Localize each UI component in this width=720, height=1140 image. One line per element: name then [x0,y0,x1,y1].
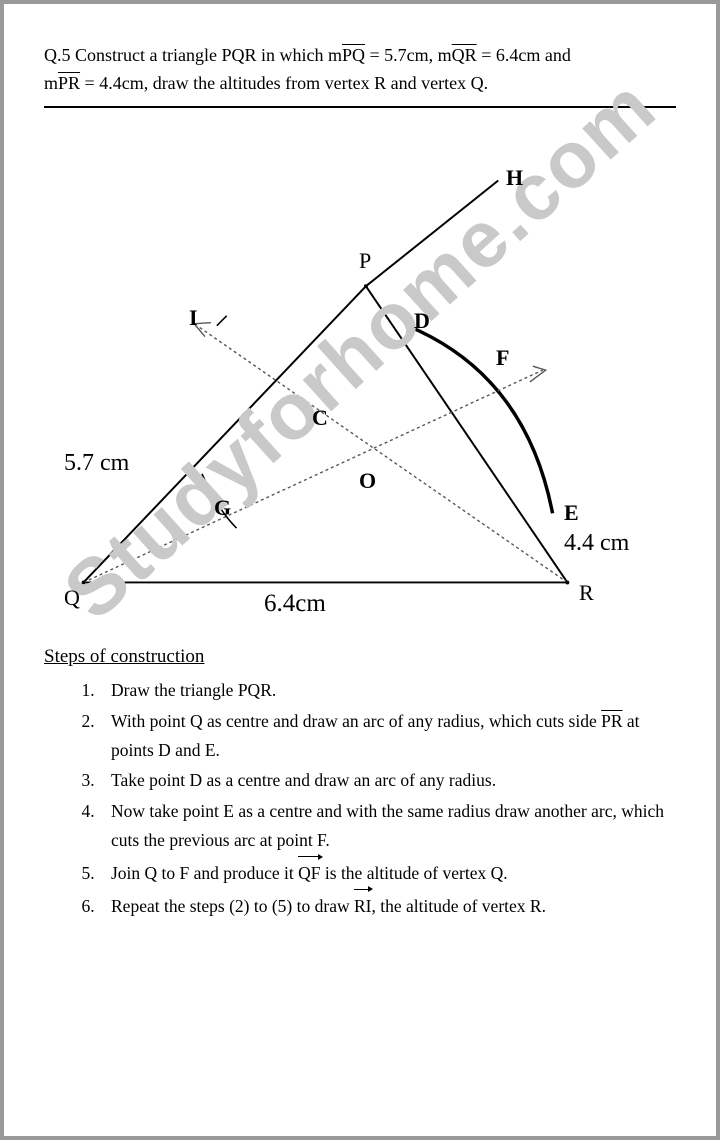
label-D: D [414,308,430,334]
label-I: I [189,305,198,331]
len-pr: 4.4 cm [564,530,629,557]
figure: Studyforhome.com Q R P H I D E F C O G 5… [44,120,676,640]
label-R: R [579,580,594,606]
step-4: Now take point E as a centre and with th… [99,797,676,855]
label-G: G [214,495,231,521]
q-number: Q.5 [44,45,71,65]
steps-list: Draw the triangle PQR. With point Q as c… [99,676,676,921]
step-5: Join Q to F and produce it QF is the alt… [99,857,676,888]
step-6: Repeat the steps (2) to (5) to draw RI, … [99,890,676,921]
label-Q: Q [64,585,80,611]
label-E: E [564,500,579,526]
question-text: Q.5 Construct a triangle PQR in which mP… [44,42,676,98]
label-P: P [359,248,371,274]
len-pq: 5.7 cm [64,450,129,477]
divider [44,106,676,108]
label-C: C [312,405,328,431]
step-2: With point Q as centre and draw an arc o… [99,707,676,765]
geometry-svg [44,120,676,640]
label-O: O [359,468,376,494]
step-1: Draw the triangle PQR. [99,676,676,705]
label-H: H [506,165,523,191]
len-qr: 6.4cm [264,590,326,618]
step-3: Take point D as a centre and draw an arc… [99,766,676,795]
steps-title: Steps of construction [44,646,676,668]
label-F: F [496,345,509,371]
